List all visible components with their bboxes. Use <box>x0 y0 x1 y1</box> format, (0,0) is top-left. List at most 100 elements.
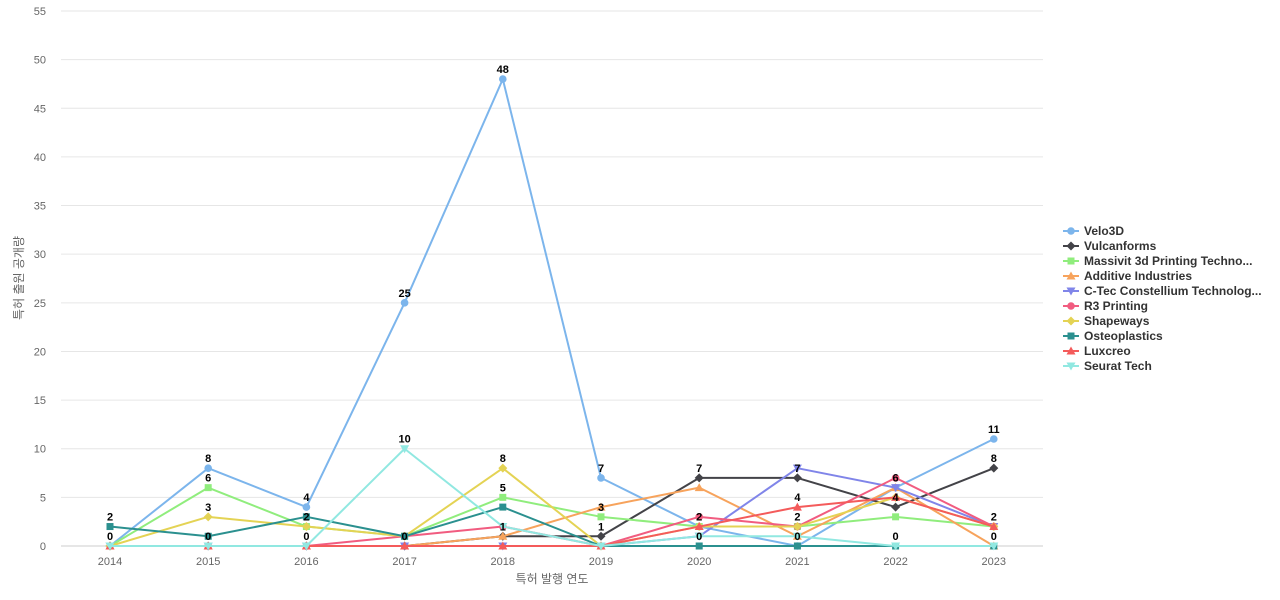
legend-label: Velo3D <box>1084 224 1124 238</box>
data-point <box>694 473 704 483</box>
legend-marker <box>1067 332 1075 340</box>
series-line <box>109 467 995 547</box>
y-tick-label: 30 <box>34 249 46 261</box>
data-label: 1 <box>598 521 604 533</box>
data-label: 3 <box>205 502 211 514</box>
data-point <box>892 513 900 521</box>
x-axis-title: 특허 발행 연도 <box>516 571 589 586</box>
data-label: 4 <box>794 492 801 504</box>
data-point <box>302 503 311 511</box>
data-label: 0 <box>893 531 899 543</box>
series-line <box>110 447 994 547</box>
data-point <box>498 541 508 550</box>
data-label: 48 <box>497 64 509 76</box>
y-tick-label: 5 <box>40 492 46 504</box>
legend-item[interactable]: Luxcreo <box>1063 344 1131 358</box>
data-label: 4 <box>303 492 310 504</box>
data-label: 8 <box>205 453 211 465</box>
data-label: 11 <box>988 424 1000 436</box>
data-point <box>694 522 704 531</box>
series-lines <box>105 75 999 551</box>
y-axis-title: 특허 출원 공개량 <box>12 236 26 320</box>
y-tick-label: 55 <box>34 6 46 18</box>
legend-marker <box>1067 257 1075 265</box>
data-point <box>695 542 703 550</box>
y-tick-label: 45 <box>34 103 46 115</box>
data-point <box>499 493 507 501</box>
data-point <box>990 435 998 443</box>
series-line <box>109 506 994 547</box>
legend-item[interactable]: Osteoplastics <box>1063 329 1163 343</box>
data-point <box>695 513 703 521</box>
data-label: 0 <box>696 531 702 543</box>
legend-item[interactable]: R3 Printing <box>1063 299 1148 313</box>
data-label: 8 <box>991 453 997 465</box>
legend-label: C-Tec Constellium Technolog... <box>1084 284 1262 298</box>
data-point <box>596 531 606 541</box>
data-label: 10 <box>398 434 410 446</box>
legend-marker <box>1066 346 1076 355</box>
legend-item[interactable]: Additive Industries <box>1063 269 1192 283</box>
data-point <box>891 474 900 482</box>
legend-label: Additive Industries <box>1084 269 1192 283</box>
legend-label: Luxcreo <box>1084 344 1131 358</box>
data-label: 0 <box>303 531 309 543</box>
series-6 <box>105 463 999 551</box>
data-point <box>499 75 507 83</box>
series-5 <box>106 474 998 550</box>
data-label: 0 <box>991 531 997 543</box>
data-point <box>301 542 311 551</box>
legend-label: Osteoplastics <box>1084 329 1163 343</box>
data-point <box>498 523 508 532</box>
data-point <box>792 532 802 541</box>
data-point <box>792 473 802 483</box>
legend-label: Seurat Tech <box>1084 359 1152 373</box>
data-label: 0 <box>794 531 800 543</box>
y-tick-label: 40 <box>34 152 46 164</box>
x-tick-label: 2017 <box>392 556 416 568</box>
data-point <box>401 532 409 540</box>
data-point <box>597 513 605 521</box>
legend-item[interactable]: Shapeways <box>1063 314 1150 328</box>
data-point <box>400 541 410 550</box>
data-point <box>694 483 704 492</box>
legend-marker <box>1067 227 1075 235</box>
data-point <box>597 474 605 482</box>
data-point <box>302 513 310 521</box>
data-label: 2 <box>696 512 702 524</box>
data-labels: 2 0 8 6 3 0 4 2 0 25 10 0 48 8 5 1 7 3 1 7 2 0 7 4 2 0 6 4 0 11 8 2 0 <box>107 64 1000 543</box>
legend-item[interactable]: Velo3D <box>1063 224 1124 238</box>
x-tick-label: 2021 <box>785 556 809 568</box>
data-label: 7 <box>696 463 702 475</box>
data-point <box>891 492 901 501</box>
data-point <box>891 502 901 512</box>
data-point <box>204 484 212 492</box>
data-point <box>400 445 410 454</box>
data-label: 0 <box>107 531 113 543</box>
data-point <box>106 523 114 531</box>
y-tick-label: 35 <box>34 201 46 213</box>
legend-item[interactable]: Massivit 3d Printing Techno... <box>1063 254 1252 268</box>
x-tick-label: 2015 <box>196 556 220 568</box>
data-point <box>596 542 606 551</box>
data-point <box>204 464 212 472</box>
y-tick-label: 15 <box>34 395 46 407</box>
data-point <box>204 532 212 540</box>
data-point <box>498 531 508 540</box>
data-label: 1 <box>500 521 506 533</box>
y-axis-ticks: 0 5 10 15 20 25 30 35 40 45 50 55 <box>34 6 46 553</box>
legend-item[interactable]: C-Tec Constellium Technolog... <box>1063 284 1262 298</box>
data-point <box>498 463 508 473</box>
y-tick-label: 10 <box>34 444 46 456</box>
data-label: 2 <box>991 512 997 524</box>
legend-label: Shapeways <box>1084 314 1150 328</box>
data-point <box>203 512 213 522</box>
legend-item[interactable]: Seurat Tech <box>1063 359 1152 373</box>
legend-marker <box>1066 271 1076 280</box>
legend-item[interactable]: Vulcanforms <box>1063 239 1157 253</box>
data-label: 2 <box>303 512 309 524</box>
legend-marker <box>1066 362 1076 371</box>
data-point <box>989 522 999 531</box>
data-point <box>596 502 606 511</box>
